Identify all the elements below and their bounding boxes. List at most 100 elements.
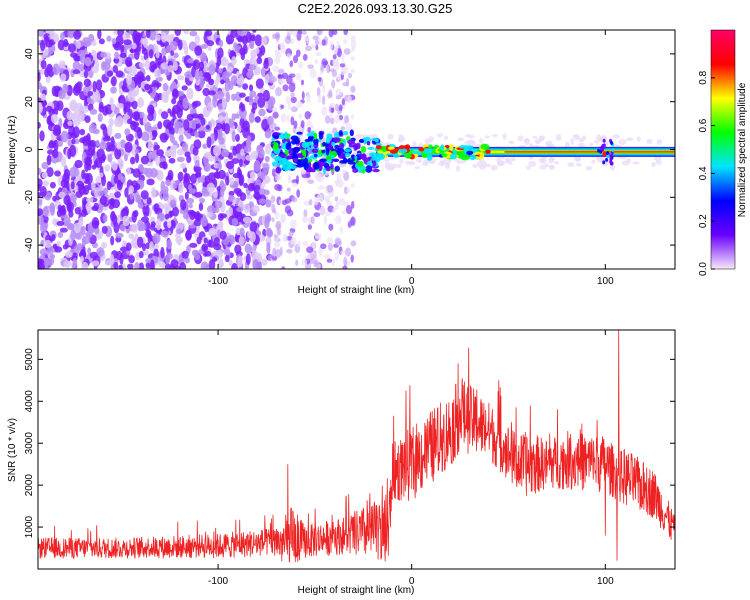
noise-blob bbox=[334, 103, 340, 112]
noise-blob bbox=[255, 47, 260, 54]
noise-blob bbox=[185, 62, 192, 69]
noise-blob bbox=[347, 72, 353, 79]
noise-blob bbox=[265, 199, 272, 208]
haze-blob bbox=[477, 160, 483, 167]
noise-blob bbox=[246, 31, 252, 43]
noise-blob bbox=[334, 114, 340, 124]
haze-blob bbox=[585, 166, 593, 171]
signal-blob bbox=[611, 148, 615, 153]
noise-blob bbox=[236, 206, 244, 212]
haze-blob bbox=[386, 165, 395, 171]
noise-blob bbox=[338, 197, 346, 206]
noise-blob bbox=[170, 50, 175, 56]
noise-blob bbox=[343, 30, 348, 36]
noise-blob bbox=[99, 195, 108, 206]
noise-blob bbox=[72, 60, 81, 71]
noise-blob bbox=[182, 212, 189, 220]
noise-blob bbox=[135, 152, 140, 163]
noise-blob bbox=[207, 205, 216, 214]
noise-blob bbox=[123, 39, 132, 46]
noise-blob bbox=[229, 235, 236, 245]
signal-blob bbox=[367, 146, 375, 150]
noise-blob bbox=[221, 97, 227, 109]
noise-blob bbox=[286, 209, 294, 217]
noise-blob bbox=[138, 62, 146, 68]
x-tick-label: -100 bbox=[208, 276, 228, 287]
noise-blob bbox=[243, 203, 251, 214]
noise-blob bbox=[279, 79, 285, 84]
signal-blob bbox=[311, 148, 319, 154]
haze-blob bbox=[456, 160, 463, 165]
noise-blob bbox=[95, 61, 100, 69]
noise-blob bbox=[83, 70, 89, 79]
chart-title: C2E2.2026.093.13.30.G25 bbox=[297, 1, 453, 16]
noise-blob bbox=[102, 214, 108, 223]
noise-blob bbox=[326, 237, 334, 245]
noise-blob bbox=[240, 148, 245, 157]
noise-blob bbox=[228, 190, 235, 197]
noise-blob bbox=[264, 73, 270, 84]
noise-blob bbox=[46, 166, 54, 178]
noise-blob bbox=[38, 121, 41, 129]
signal-blob bbox=[358, 166, 367, 171]
noise-blob bbox=[66, 201, 74, 213]
noise-blob bbox=[218, 115, 224, 123]
noise-blob bbox=[145, 242, 150, 250]
signal-blob bbox=[339, 142, 345, 149]
signal-blob bbox=[301, 141, 310, 149]
noise-blob bbox=[238, 92, 246, 98]
noise-blob bbox=[167, 169, 174, 181]
signal-blob bbox=[334, 131, 340, 140]
noise-blob bbox=[58, 89, 66, 100]
haze-blob bbox=[387, 133, 394, 140]
noise-blob bbox=[39, 130, 45, 142]
signal-blob bbox=[272, 132, 281, 136]
haze-blob bbox=[599, 135, 607, 139]
signal-blob bbox=[285, 142, 292, 151]
signal-blob bbox=[332, 158, 340, 163]
signal-blob bbox=[344, 148, 352, 153]
noise-blob bbox=[68, 43, 76, 53]
signal-blob bbox=[322, 142, 327, 147]
noise-blob bbox=[334, 196, 339, 202]
noise-blob bbox=[178, 182, 184, 194]
noise-blob bbox=[224, 79, 231, 92]
haze-blob bbox=[548, 156, 554, 164]
noise-blob bbox=[261, 36, 268, 45]
noise-blob bbox=[286, 75, 293, 85]
noise-blob bbox=[296, 240, 301, 248]
signal-blob bbox=[313, 138, 319, 146]
noise-blob bbox=[113, 175, 119, 184]
noise-blob bbox=[98, 183, 104, 193]
noise-blob bbox=[124, 128, 131, 136]
noise-blob bbox=[189, 242, 198, 248]
noise-blob bbox=[297, 30, 303, 36]
noise-blob bbox=[145, 30, 151, 39]
noise-blob bbox=[307, 224, 313, 230]
noise-blob bbox=[345, 123, 353, 132]
noise-blob bbox=[59, 227, 68, 233]
noise-blob bbox=[264, 129, 272, 139]
noise-blob bbox=[255, 78, 264, 89]
noise-blob bbox=[126, 167, 132, 175]
noise-blob bbox=[57, 204, 62, 212]
noise-blob bbox=[69, 144, 77, 157]
signal-blob bbox=[303, 162, 309, 171]
noise-blob bbox=[104, 164, 111, 172]
noise-blob bbox=[213, 190, 218, 199]
noise-blob bbox=[203, 237, 208, 244]
noise-blob bbox=[117, 173, 123, 180]
signal-blob bbox=[325, 147, 330, 156]
noise-blob bbox=[224, 254, 230, 263]
noise-blob bbox=[350, 240, 357, 247]
snr-y-ticks: 1000 2000 3000 4000 5000 bbox=[24, 348, 675, 538]
noise-blob bbox=[280, 104, 285, 109]
signal-blob bbox=[440, 144, 445, 151]
noise-blob bbox=[87, 247, 92, 255]
haze-blob bbox=[591, 159, 596, 164]
haze-blob bbox=[626, 137, 634, 142]
noise-blob bbox=[270, 195, 276, 203]
noise-blob bbox=[97, 190, 104, 197]
noise-blob bbox=[118, 264, 123, 269]
signal-blob bbox=[313, 132, 318, 140]
